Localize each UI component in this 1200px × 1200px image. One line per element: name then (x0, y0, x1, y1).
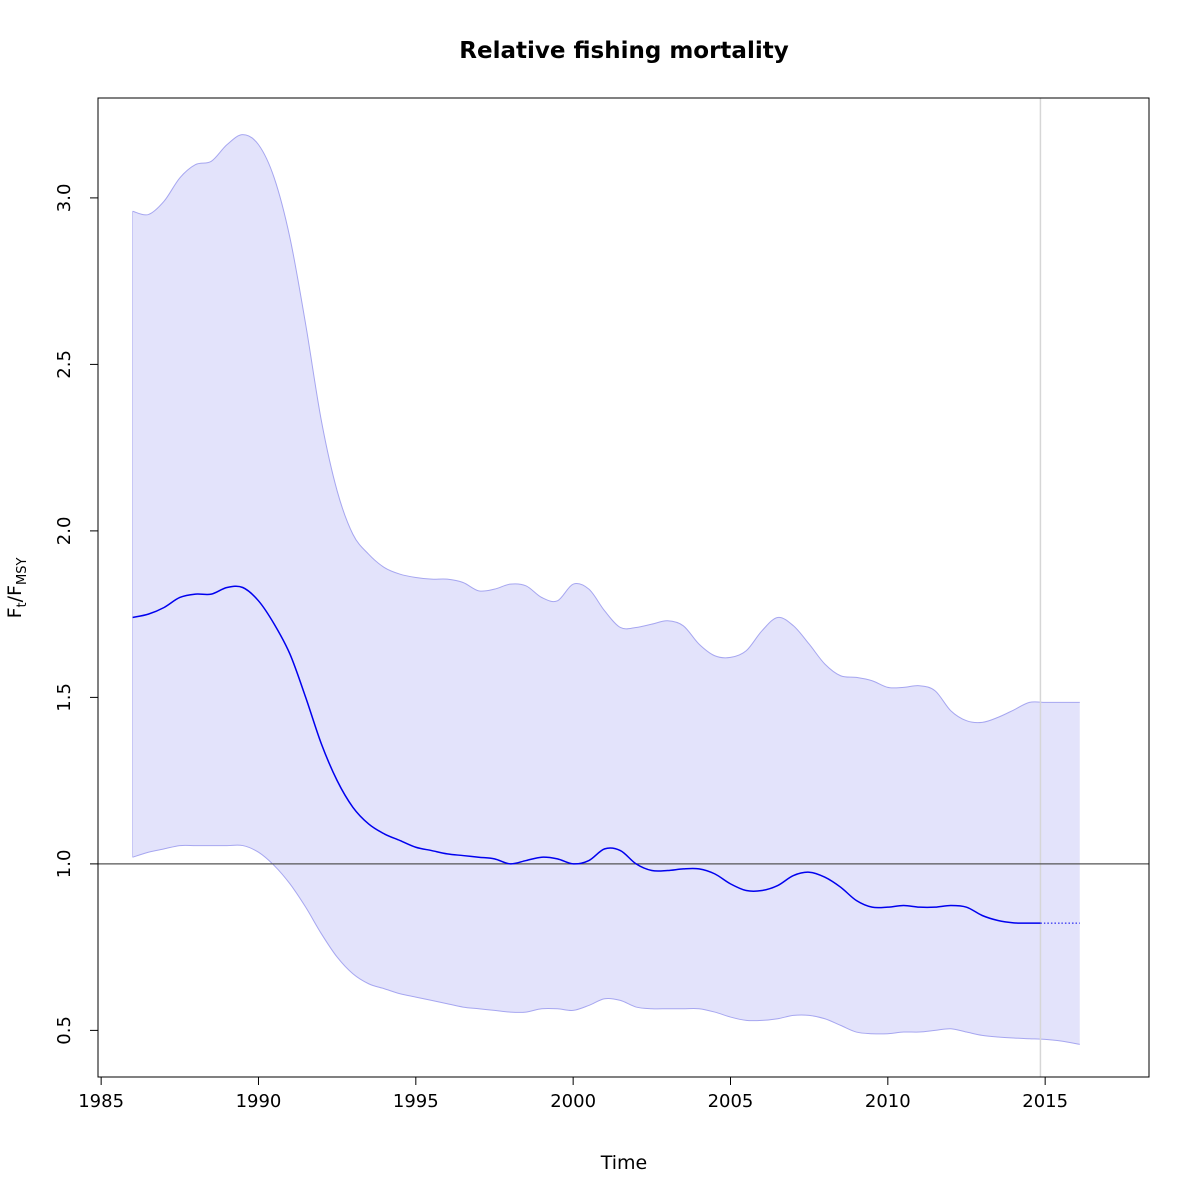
y-axis-title-sub1: t (15, 602, 30, 607)
x-tick-label: 1990 (236, 1091, 282, 1112)
plot-area (98, 98, 1149, 1077)
y-tick-label: 1.0 (54, 850, 75, 879)
y-tick-label: 0.5 (54, 1016, 75, 1045)
svg-text:Ft/FMSY: Ft/FMSY (4, 558, 30, 619)
x-tick-label: 2015 (1022, 1091, 1068, 1112)
x-tick-label: 2000 (550, 1091, 596, 1112)
y-axis-title-sub2: MSY (15, 558, 30, 585)
confidence-band (132, 134, 1080, 1045)
x-tick-label: 2005 (708, 1091, 754, 1112)
y-tick-label: 3.0 (54, 184, 75, 213)
x-tick-label: 2010 (865, 1091, 911, 1112)
x-tick-label: 1995 (393, 1091, 439, 1112)
y-axis-title: Ft/FMSY (4, 558, 30, 619)
y-tick-label: 1.5 (54, 683, 75, 712)
estimate-line (132, 585, 1041, 924)
upper-bound-line (132, 134, 1080, 724)
y-axis: 0.5 1.0 1.5 2.0 2.5 3.0 (54, 184, 99, 1045)
x-axis-title: Time (600, 1152, 648, 1174)
lower-bound-line (132, 844, 1080, 1045)
y-tick-label: 2.5 (54, 350, 75, 379)
x-tick-label: 1985 (78, 1091, 124, 1112)
y-axis-title-main: F (4, 607, 26, 618)
y-tick-label: 2.0 (54, 517, 75, 546)
chart-title: Relative fishing mortality (459, 38, 788, 64)
y-axis-title-sep: /F (4, 585, 26, 602)
x-axis: 1985 1990 1995 2000 2005 2010 2015 (78, 1076, 1068, 1112)
